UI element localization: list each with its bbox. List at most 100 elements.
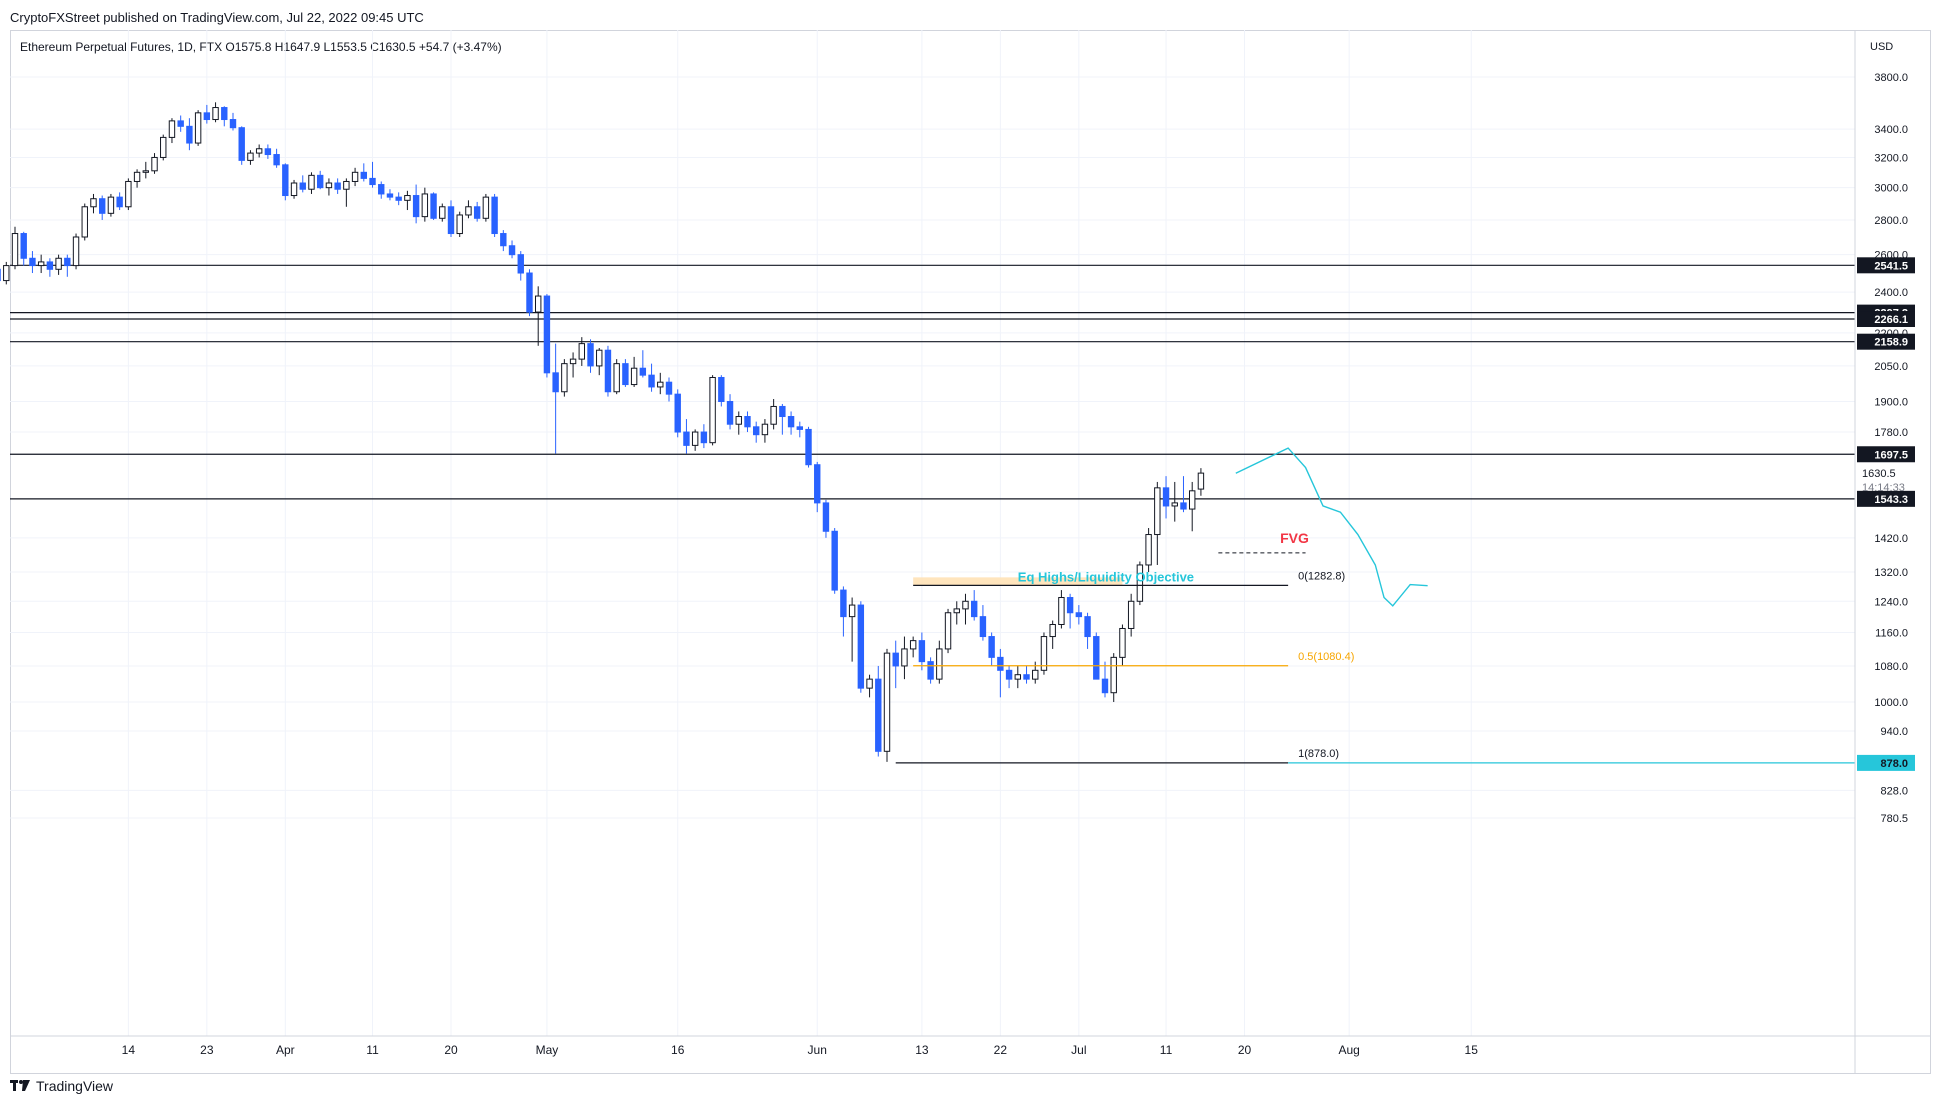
level-price-label: 1543.3 (1874, 494, 1908, 506)
candle-up (709, 376, 716, 444)
candle-up (107, 196, 115, 214)
time-tick-label: 13 (915, 1043, 929, 1057)
candle-down (604, 349, 612, 393)
chart-frame[interactable] (10, 30, 1931, 1074)
candle-up (142, 170, 150, 173)
eq-highs-zone-box (913, 577, 1123, 586)
level-price-badge (1857, 490, 1915, 507)
fib-price-badge (1857, 754, 1915, 771)
candle-down (1066, 597, 1074, 614)
candle-down (683, 431, 690, 446)
candle-down (831, 530, 838, 591)
candle-down (273, 154, 280, 166)
candle-up (343, 180, 350, 190)
time-tick-label: May (536, 1043, 559, 1057)
candle-down (473, 206, 481, 219)
candle-up (613, 363, 620, 393)
candle-up (534, 295, 542, 313)
candle-down (1101, 678, 1109, 694)
candle-up (1014, 674, 1022, 680)
candle-down (988, 636, 995, 658)
candle-down (1075, 612, 1083, 618)
level-price-label: 2541.5 (1874, 260, 1908, 272)
price-tick-label: 3200.0 (1874, 152, 1908, 164)
candle-up (883, 652, 891, 752)
time-tick-label: 22 (994, 1043, 1008, 1057)
candle-up (247, 152, 254, 161)
candle-up (90, 198, 97, 208)
time-tick-label: Jul (1071, 1043, 1086, 1057)
candle-up (133, 171, 141, 182)
projection-path (1235, 447, 1428, 607)
candle-up (1110, 656, 1117, 694)
candle-down (299, 182, 306, 190)
candle-up (1119, 627, 1126, 658)
candle-down (796, 426, 804, 430)
candle-up (761, 423, 769, 436)
candle-down (316, 174, 324, 189)
candle-up (11, 233, 19, 267)
candle-up (866, 678, 873, 689)
candle-down (412, 195, 420, 218)
candle-down (840, 589, 847, 618)
candle-down (822, 502, 830, 532)
candle-down (927, 661, 934, 680)
candle-down (997, 656, 1004, 671)
candle-up (953, 608, 960, 614)
tradingview-logo-icon (10, 1080, 30, 1091)
candle-down (1093, 636, 1100, 680)
candle-down (639, 367, 647, 376)
candle-up (456, 214, 463, 235)
fib-level-label: 1(878.0) (1298, 748, 1339, 760)
candle-down (282, 164, 289, 197)
candle-down (587, 343, 594, 367)
candle-down (500, 233, 507, 247)
candle-down (787, 416, 795, 428)
level-price-badge (1857, 333, 1915, 350)
time-tick-label: Aug (1338, 1043, 1359, 1057)
candlesticks (0, 102, 1205, 762)
candle-down (805, 428, 812, 466)
candle-down (177, 120, 184, 127)
price-grid (10, 30, 1855, 1036)
candle-down (779, 405, 786, 418)
candle-up (439, 206, 446, 219)
candle-down (1162, 487, 1170, 507)
candle-up (160, 136, 167, 158)
level-price-badge (1857, 446, 1915, 463)
footer-brand-label: TradingView (36, 1078, 114, 1094)
candle-down (378, 184, 385, 195)
time-tick-label: Jun (808, 1043, 827, 1057)
candle-down (752, 426, 760, 436)
candle-up (1136, 564, 1144, 602)
time-tick-label: 15 (1465, 1043, 1479, 1057)
candle-down (395, 196, 402, 201)
candle-down (918, 640, 926, 663)
candle-down (203, 112, 211, 121)
time-tick-label: 16 (671, 1043, 685, 1057)
candle-up (569, 358, 577, 365)
candle-down (386, 193, 394, 198)
candle-up (1040, 636, 1048, 671)
candle-up (168, 120, 176, 138)
footer-brand[interactable]: TradingView (10, 1078, 113, 1094)
candle-up (630, 367, 638, 386)
candle-up (3, 265, 10, 282)
candle-up (308, 174, 315, 190)
candle-down (508, 245, 516, 256)
candle-up (325, 182, 333, 189)
candle-up (72, 236, 80, 267)
price-tick-label: 3400.0 (1874, 124, 1908, 136)
level-price-badge (1857, 311, 1915, 328)
time-tick-label: 11 (1160, 1043, 1173, 1057)
price-tick-label: 1000.0 (1874, 697, 1908, 709)
symbol-legend[interactable]: Ethereum Perpetual Futures, 1D, FTX O157… (20, 40, 502, 54)
fib-level-label: 0.5(1080.4) (1298, 651, 1354, 663)
price-tick-label: 3800.0 (1874, 72, 1908, 84)
axes: USD 3800.03400.03200.03000.02800.02600.0… (10, 30, 1931, 1074)
candle-up (290, 182, 298, 197)
candle-up (657, 381, 664, 388)
candle-up (194, 112, 202, 144)
candle-down (892, 652, 899, 667)
